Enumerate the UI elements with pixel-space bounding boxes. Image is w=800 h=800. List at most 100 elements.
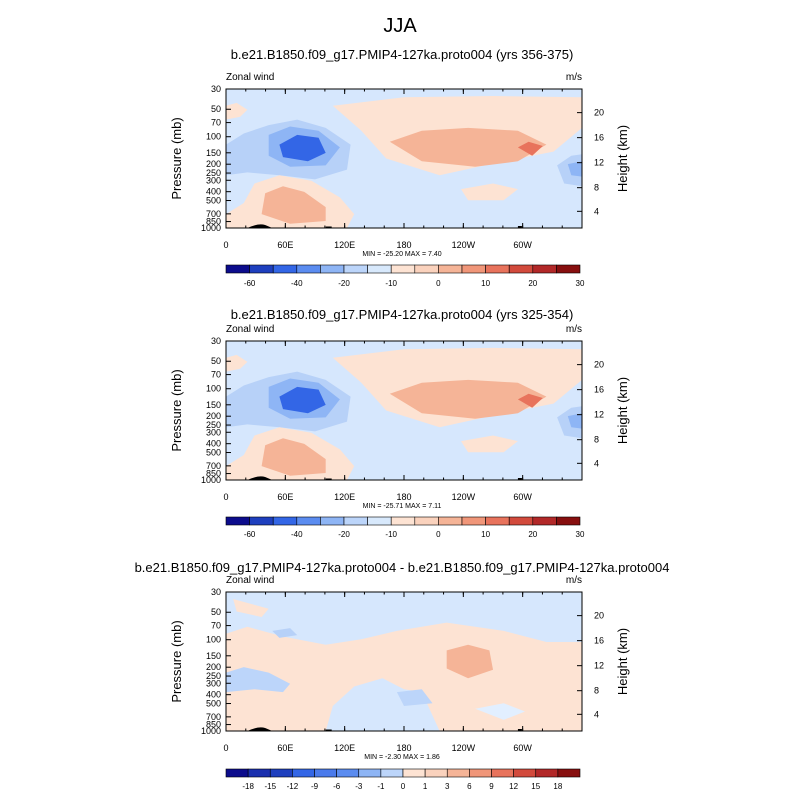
colorbar-label: -18 [242,782,254,791]
y-tick-label: 700 [206,209,221,219]
y-tick-label: 850 [206,469,221,479]
colorbar-swatch [358,768,382,778]
y-tick-label: 1000 [201,223,221,233]
x-tick-label: 0 [223,743,228,753]
terrain-mask [517,729,522,731]
units-label: m/s [566,324,582,335]
colorbar-swatch [469,768,492,778]
x-tick-label: 0 [223,492,228,502]
y-tick-label: 400 [206,187,221,197]
colorbar-swatch [414,264,439,274]
y-tick-label: 500 [206,448,221,458]
contour-field [226,592,582,731]
y-tick-label: 70 [211,621,221,631]
y2-tick-label: 8 [594,183,599,193]
x-tick-label: 0 [223,240,228,250]
y-tick-label: 850 [206,720,221,730]
contour-region [279,386,326,414]
colorbar-label: -60 [244,279,256,288]
colorbar-swatch [556,516,581,526]
colorbar-label: -10 [385,279,397,288]
y-tick-label: 1000 [201,726,221,736]
colorbar-label: -40 [291,530,303,539]
colorbar: -60 -40 -20 -10 0 10 20 30 [225,516,585,539]
colorbar-label: 0 [436,279,441,288]
contour-region [461,183,518,201]
panel-2: b.e21.B1850.f09_g17.PMIP4-127ka.proto004… [169,307,630,539]
colorbar-swatch [296,264,321,274]
x-tick-label: 120E [334,743,355,753]
terrain-mask [517,226,522,228]
min-max-stats: MIN = -25.71 MAX = 7.11 [363,503,442,510]
colorbar-swatch [438,516,463,526]
colorbar-label: 9 [489,782,494,791]
y-tick-label: 300 [206,678,221,688]
x-tick-label: 120W [452,743,476,753]
y-tick-label: 200 [206,159,221,169]
contour-region [279,134,326,162]
y2-tick-label: 12 [594,158,604,168]
colorbar-swatch [343,516,368,526]
colorbar-label: 6 [467,782,472,791]
y-tick-label: 500 [206,196,221,206]
colorbar-label: 3 [445,782,450,791]
colorbar-label: 0 [401,782,406,791]
x-tick-label: 60W [513,492,532,502]
contour-region [226,622,582,731]
colorbar-swatch [367,516,392,526]
min-max-stats: MIN = -2.30 MAX = 1.86 [364,754,440,761]
colorbar-swatch [269,768,293,778]
colorbar: -60 -40 -20 -10 0 10 20 30 [225,264,585,288]
panel-title: b.e21.B1850.f09_g17.PMIP4-127ka.proto004… [231,47,574,62]
y-tick-label: 250 [206,420,221,430]
x-tick-label: 60E [277,743,293,753]
terrain-mask [325,226,332,228]
colorbar-swatch [414,516,439,526]
y2-tick-label: 8 [594,435,599,445]
colorbar-label: -3 [355,782,363,791]
y-tick-label: 400 [206,439,221,449]
colorbar-swatch [438,264,463,274]
y-axis-label: Pressure (mb) [169,620,184,702]
contour-region [557,154,582,187]
panel-3: b.e21.B1850.f09_g17.PMIP4-127ka.proto004… [135,560,670,791]
y-tick-label: 70 [211,370,221,380]
y-tick-label: 1000 [201,475,221,485]
variable-label: Zonal wind [226,324,274,335]
x-tick-label: 120E [334,492,355,502]
panel-title: b.e21.B1850.f09_g17.PMIP4-127ka.proto004… [135,560,670,575]
colorbar-label: -20 [338,279,350,288]
y-tick-label: 50 [211,607,221,617]
colorbar-swatch [390,516,416,526]
x-tick-label: 180 [396,743,411,753]
contour-region [557,406,582,439]
y-tick-label: 100 [206,635,221,645]
colorbar-label: -9 [311,782,319,791]
colorbar-swatch [532,264,557,274]
colorbar-swatch [491,768,514,778]
y2-tick-label: 16 [594,385,604,395]
contour-region [461,435,518,453]
colorbar-label: 12 [509,782,518,791]
y-tick-label: 100 [206,384,221,394]
y-axis-label: Pressure (mb) [169,117,184,199]
min-max-stats: MIN = -25.20 MAX = 7.40 [362,251,441,258]
colorbar: -18 -15 -12 -9 -6 -3 -1 0 1 3 6 9 12 15 18 [225,768,581,791]
colorbar-swatch [446,768,470,778]
colorbar-label: -15 [264,782,276,791]
colorbar-swatch [485,264,510,274]
y-tick-label: 200 [206,411,221,421]
colorbar-label: 20 [528,530,537,539]
y-tick-label: 700 [206,712,221,722]
contour-region [272,628,298,638]
colorbar-label: 30 [576,279,585,288]
contour-region [226,667,291,693]
contour-region [389,127,547,167]
y2-tick-label: 20 [594,360,604,370]
colorbar-label: 10 [481,530,490,539]
colorbar-swatch [461,516,486,526]
contour-region [446,644,493,679]
y2-axis-label: Height (km) [615,125,630,192]
units-label: m/s [566,575,582,586]
colorbar-label: 30 [576,530,585,539]
